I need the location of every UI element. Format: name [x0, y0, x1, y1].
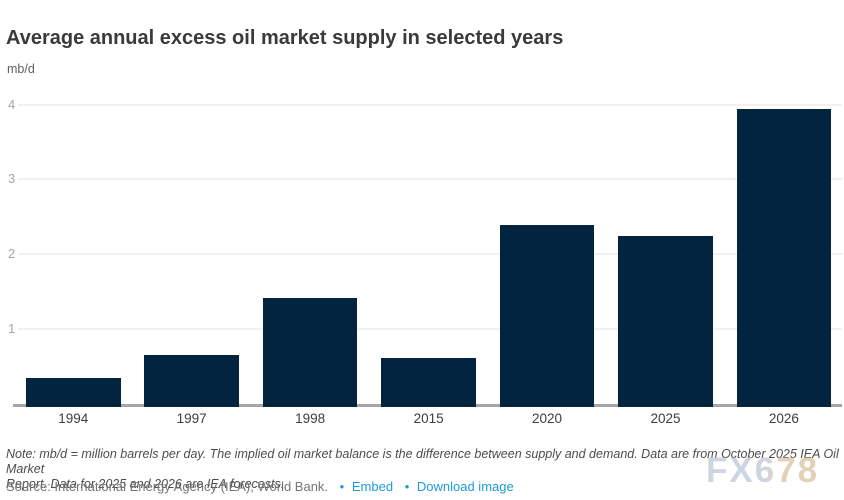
- bar-1994: [26, 378, 121, 407]
- y-tick-label-3: 3: [8, 171, 16, 187]
- y-tick-label-2: 2: [8, 246, 16, 262]
- bar-2015: [381, 357, 476, 407]
- bar-1998: [262, 297, 358, 407]
- gridline-4: [18, 103, 842, 106]
- y-axis-unit-label: mb/d: [7, 62, 35, 76]
- source-row: Source: International Energy Agency (IEA…: [6, 479, 844, 494]
- bar-1997: [144, 354, 239, 407]
- gridline-1: [18, 328, 842, 331]
- bar-2026: [736, 108, 832, 407]
- chart-title: Average annual excess oil market supply …: [6, 27, 564, 49]
- source-text: Source: International Energy Agency (IEA…: [6, 479, 329, 494]
- bullet-separator: •: [339, 479, 345, 494]
- gridline-3: [18, 178, 842, 181]
- embed-link[interactable]: Embed: [351, 479, 394, 494]
- bar-2025: [618, 235, 713, 407]
- x-tick-label-2025: 2025: [650, 411, 681, 426]
- download-image-link[interactable]: Download image: [416, 479, 514, 494]
- footnote: Note: mb/d = million barrels per day. Th…: [6, 447, 844, 492]
- x-tick-label-2020: 2020: [532, 411, 563, 426]
- x-axis-labels: 1994 1997 1998 2015 2020 2025 2026: [0, 411, 844, 429]
- x-tick-label-1998: 1998: [295, 411, 326, 426]
- gridline-2: [18, 253, 842, 256]
- footnote-line-2: Report. Data for 2025 and 2026 are IEA f…: [6, 477, 285, 491]
- x-tick-label-1997: 1997: [176, 411, 207, 426]
- y-tick-label-1: 1: [8, 321, 16, 337]
- y-tick-label-4: 4: [8, 96, 16, 112]
- bullet-separator: •: [404, 479, 410, 494]
- footnote-line-1: Note: mb/d = million barrels per day. Th…: [6, 447, 839, 476]
- x-tick-label-1994: 1994: [58, 411, 89, 426]
- x-tick-label-2026: 2026: [768, 411, 799, 426]
- plot-area: 1 2 3 4: [0, 90, 844, 407]
- x-tick-label-2015: 2015: [413, 411, 444, 426]
- bar-2020: [499, 225, 595, 407]
